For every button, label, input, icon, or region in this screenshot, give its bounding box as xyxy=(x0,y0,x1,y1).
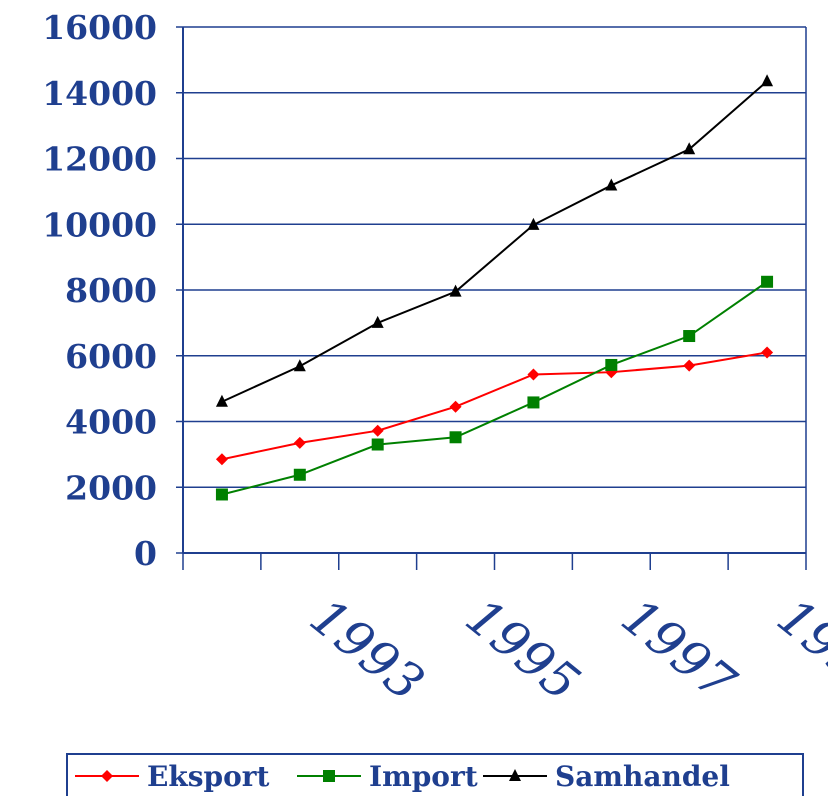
y-tick-label: 10000 xyxy=(42,205,157,244)
x-tick-labels: 1993 1995 1997 1999 xyxy=(299,587,828,712)
data-point xyxy=(683,359,696,372)
y-tick-label: 4000 xyxy=(65,403,157,442)
y-tick-label: 0 xyxy=(134,534,157,573)
x-tick-label: 1997 xyxy=(611,587,747,712)
data-point xyxy=(371,315,384,328)
series-line xyxy=(221,280,768,496)
data-point xyxy=(509,769,521,781)
y-tick-labels: 0 2000 4000 6000 8000 10000 12000 14000 16000 xyxy=(42,8,157,573)
data-point xyxy=(371,424,384,437)
data-point xyxy=(761,346,774,359)
y-tick-label: 16000 xyxy=(42,8,157,47)
x-tick-label: 1995 xyxy=(455,587,590,712)
data-point xyxy=(215,488,228,501)
y-tick-label: 8000 xyxy=(65,271,157,310)
data-point xyxy=(683,330,696,343)
data-point xyxy=(761,74,774,87)
data-point xyxy=(449,400,462,413)
y-tick-label: 14000 xyxy=(42,74,157,113)
series-line xyxy=(221,80,768,403)
data-point xyxy=(323,770,335,782)
data-point xyxy=(101,770,113,782)
legend-label: Eksport xyxy=(147,760,270,793)
y-tick-label: 2000 xyxy=(65,468,157,507)
data-point xyxy=(683,142,696,155)
data-point xyxy=(605,358,618,371)
data-point xyxy=(293,436,306,449)
data-point xyxy=(527,396,540,409)
y-tick-label: 12000 xyxy=(42,140,157,179)
data-point xyxy=(293,359,306,372)
data-point xyxy=(605,178,618,191)
legend-entry-eksport: Eksport xyxy=(75,760,270,793)
y-tick-label: 6000 xyxy=(65,337,157,376)
data-point xyxy=(215,394,228,407)
legend-label: Import xyxy=(369,760,478,793)
data-point xyxy=(449,431,462,444)
series-line xyxy=(221,351,768,461)
data-point xyxy=(293,468,306,481)
data-point xyxy=(371,438,384,451)
series-lines xyxy=(215,74,774,501)
data-point xyxy=(527,368,540,381)
legend-box xyxy=(66,753,804,796)
data-point xyxy=(215,453,228,466)
legend: Eksport Import Samhandel xyxy=(66,753,804,796)
legend-entry-import: Import xyxy=(297,760,478,793)
data-point xyxy=(527,217,540,230)
x-tick-label: 1993 xyxy=(299,587,434,712)
series-samhandel xyxy=(215,74,774,407)
series-import xyxy=(215,275,774,501)
data-point xyxy=(449,284,462,297)
data-point xyxy=(761,275,774,288)
legend-entry-samhandel: Samhandel xyxy=(483,760,730,793)
legend-label: Samhandel xyxy=(555,760,730,793)
gridlines xyxy=(183,26,806,488)
axes xyxy=(176,26,807,570)
x-tick-label: 1999 xyxy=(767,587,828,712)
